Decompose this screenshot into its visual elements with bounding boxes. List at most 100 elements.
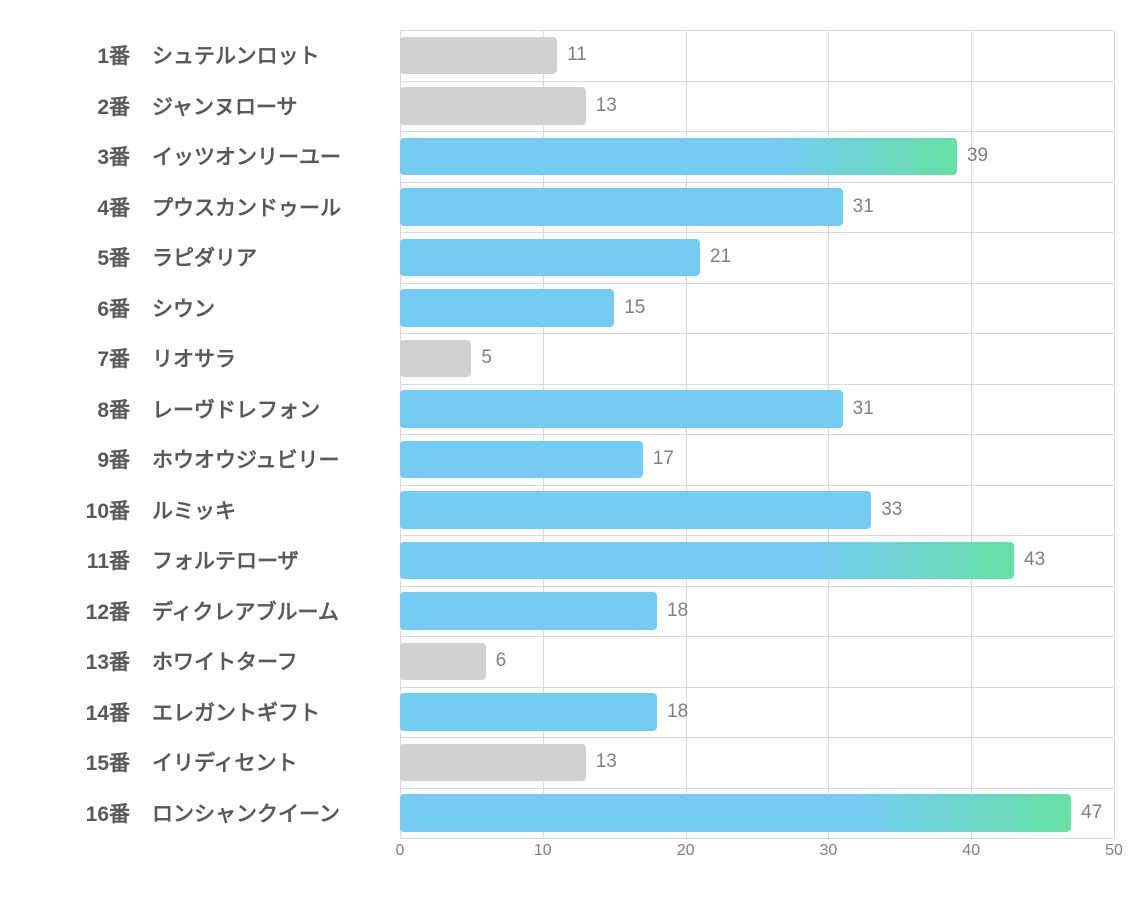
row-label: 14番エレガントギフト <box>20 697 400 727</box>
row-label: 8番レーヴドレフォン <box>20 394 400 424</box>
value-label: 43 <box>1024 549 1045 571</box>
value-label: 31 <box>853 398 874 420</box>
gridlines <box>400 333 1114 384</box>
bar <box>400 289 614 327</box>
row-name: シュテルンロット <box>130 40 320 70</box>
axis-tick-label: 50 <box>1105 842 1123 860</box>
bar-area: 18 <box>400 687 1114 738</box>
bar <box>400 592 657 630</box>
bar-area: 47 <box>400 788 1114 839</box>
axis-tick-label: 0 <box>396 842 405 860</box>
value-label: 17 <box>653 448 674 470</box>
value-label: 21 <box>710 246 731 268</box>
value-label: 13 <box>596 751 617 773</box>
axis-tick-label: 40 <box>962 842 980 860</box>
table-row: 8番レーヴドレフォン 31 <box>20 384 1114 435</box>
row-label: 9番ホウオウジュビリー <box>20 444 400 474</box>
bar <box>400 491 871 529</box>
bar-area: 33 <box>400 485 1114 536</box>
value-label: 11 <box>567 44 587 66</box>
row-number: 8番 <box>60 394 130 424</box>
value-label: 13 <box>596 95 617 117</box>
row-number: 1番 <box>60 40 130 70</box>
bar-area: 31 <box>400 384 1114 435</box>
bar-area: 43 <box>400 535 1114 586</box>
row-name: ルミッキ <box>130 495 236 525</box>
table-row: 2番ジャンヌローサ 13 <box>20 81 1114 132</box>
row-number: 14番 <box>60 697 130 727</box>
bar <box>400 744 586 782</box>
row-number: 11番 <box>60 545 130 575</box>
x-axis: 01020304050 <box>20 838 1114 868</box>
axis-tick-label: 20 <box>677 842 695 860</box>
row-name: リオサラ <box>130 343 236 373</box>
table-row: 1番シュテルンロット 11 <box>20 30 1114 81</box>
bar <box>400 441 643 479</box>
table-row: 10番ルミッキ 33 <box>20 485 1114 536</box>
value-label: 5 <box>481 347 492 369</box>
bar-area: 21 <box>400 232 1114 283</box>
row-name: シウン <box>130 293 215 323</box>
row-label: 5番ラピダリア <box>20 242 400 272</box>
value-label: 18 <box>667 701 688 723</box>
table-row: 7番リオサラ 5 <box>20 333 1114 384</box>
value-label: 18 <box>667 600 688 622</box>
row-name: プウスカンドゥール <box>130 192 341 222</box>
row-label: 3番イッツオンリーユー <box>20 141 400 171</box>
row-number: 3番 <box>60 141 130 171</box>
row-number: 2番 <box>60 91 130 121</box>
bar <box>400 340 471 378</box>
bar-area: 13 <box>400 737 1114 788</box>
row-name: イリディセント <box>130 747 298 777</box>
bar <box>400 239 700 277</box>
bar-area: 5 <box>400 333 1114 384</box>
table-row: 9番ホウオウジュビリー 17 <box>20 434 1114 485</box>
gridlines <box>400 636 1114 687</box>
row-name: ディクレアブルーム <box>130 596 339 626</box>
table-row: 15番イリディセント 13 <box>20 737 1114 788</box>
row-label: 1番シュテルンロット <box>20 40 400 70</box>
row-label: 4番プウスカンドゥール <box>20 192 400 222</box>
row-number: 9番 <box>60 444 130 474</box>
bar-area: 18 <box>400 586 1114 637</box>
row-name: ホワイトターフ <box>130 646 298 676</box>
table-row: 4番プウスカンドゥール31 <box>20 182 1114 233</box>
bar <box>400 188 843 226</box>
row-label: 15番イリディセント <box>20 747 400 777</box>
table-row: 12番ディクレアブルーム 18 <box>20 586 1114 637</box>
row-label: 2番ジャンヌローサ <box>20 91 400 121</box>
row-number: 10番 <box>60 495 130 525</box>
bar <box>400 390 843 428</box>
table-row: 6番シウン 15 <box>20 283 1114 334</box>
row-label: 7番リオサラ <box>20 343 400 373</box>
row-number: 6番 <box>60 293 130 323</box>
bar-area: 39 <box>400 131 1114 182</box>
table-row: 11番フォルテローザ 43 <box>20 535 1114 586</box>
value-label: 15 <box>624 297 645 319</box>
value-label: 6 <box>496 650 507 672</box>
bar <box>400 138 957 176</box>
row-label: 13番ホワイトターフ <box>20 646 400 676</box>
bar-area: 17 <box>400 434 1114 485</box>
bar-area: 31 <box>400 182 1114 233</box>
row-name: ラピダリア <box>130 242 257 272</box>
row-name: フォルテローザ <box>130 545 299 575</box>
table-row: 13番ホワイトターフ 6 <box>20 636 1114 687</box>
bar-chart: 1番シュテルンロット 11 2番ジャンヌローサ 13 3番イッツオンリーユー 39 4番プウ… <box>20 30 1114 868</box>
row-label: 6番シウン <box>20 293 400 323</box>
row-number: 12番 <box>60 596 130 626</box>
value-label: 47 <box>1081 802 1102 824</box>
table-row: 3番イッツオンリーユー 39 <box>20 131 1114 182</box>
table-row: 5番ラピダリア 21 <box>20 232 1114 283</box>
row-label: 10番ルミッキ <box>20 495 400 525</box>
value-label: 33 <box>881 499 902 521</box>
value-label: 39 <box>967 145 988 167</box>
row-name: ロンシャンクイーン <box>130 798 340 828</box>
bar <box>400 643 486 681</box>
bar <box>400 693 657 731</box>
row-number: 5番 <box>60 242 130 272</box>
chart-rows: 1番シュテルンロット 11 2番ジャンヌローサ 13 3番イッツオンリーユー 39 4番プウ… <box>20 30 1114 838</box>
bar-area: 13 <box>400 81 1114 132</box>
row-name: ホウオウジュビリー <box>130 444 340 474</box>
axis-tick-label: 30 <box>819 842 837 860</box>
